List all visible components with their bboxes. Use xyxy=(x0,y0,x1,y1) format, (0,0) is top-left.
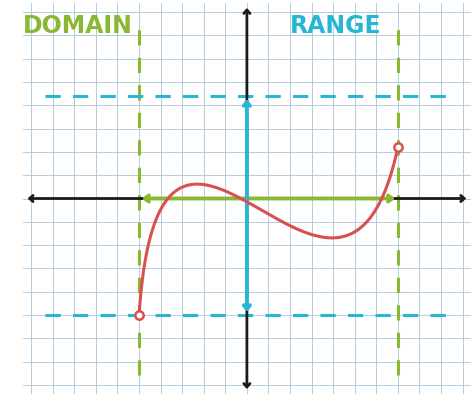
Text: DOMAIN: DOMAIN xyxy=(23,14,133,39)
Text: RANGE: RANGE xyxy=(290,14,382,39)
